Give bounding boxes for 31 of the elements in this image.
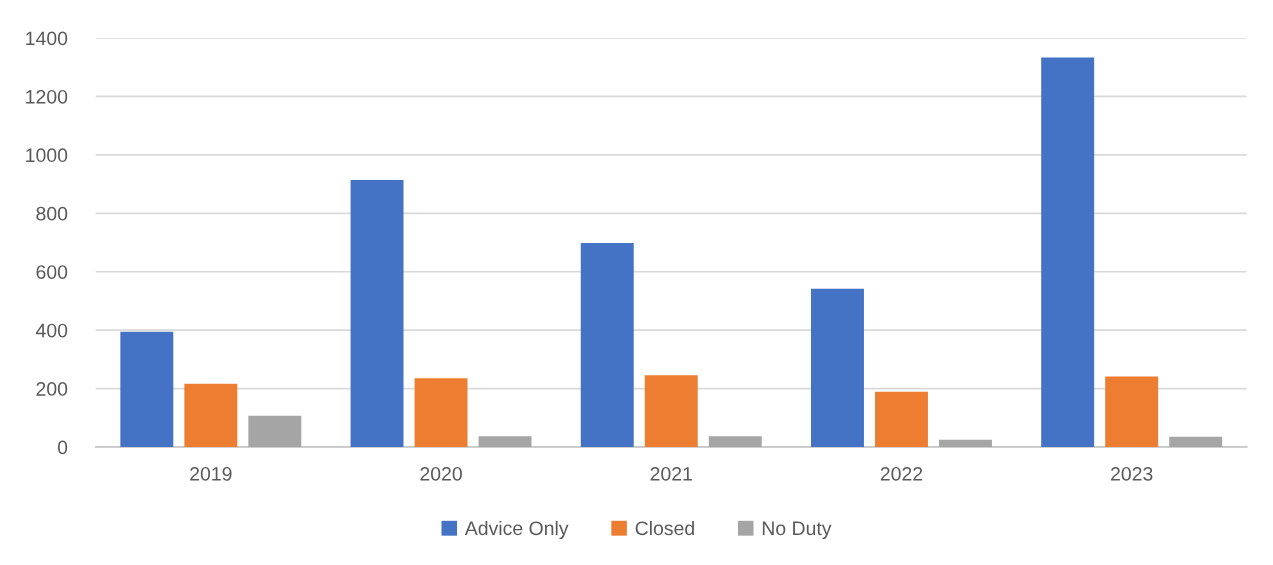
y-tick-label: 1000 bbox=[26, 148, 68, 163]
bar bbox=[248, 415, 302, 448]
bar bbox=[644, 375, 698, 448]
bar bbox=[1105, 376, 1159, 448]
y-tick-label: 1200 bbox=[26, 89, 68, 104]
bar bbox=[120, 331, 174, 448]
bar bbox=[874, 391, 928, 448]
x-tick-label: 2019 bbox=[190, 466, 232, 481]
y-tick-label: 600 bbox=[36, 265, 68, 279]
x-tick-label: 2021 bbox=[650, 466, 692, 481]
bar bbox=[1169, 436, 1223, 448]
bar bbox=[414, 378, 468, 448]
bar bbox=[1041, 57, 1095, 448]
y-tick-label: 800 bbox=[36, 206, 68, 221]
bar bbox=[350, 180, 404, 448]
x-tick-label: 2022 bbox=[880, 466, 923, 481]
bar bbox=[580, 243, 634, 448]
legend-label: No Duty bbox=[762, 521, 832, 540]
bar bbox=[810, 288, 864, 448]
legend-label: Advice Only bbox=[464, 520, 569, 540]
bar bbox=[478, 436, 532, 448]
bar bbox=[708, 436, 762, 448]
legend-label: Closed bbox=[635, 520, 694, 536]
bar bbox=[938, 439, 992, 448]
y-tick-label: 200 bbox=[36, 382, 68, 396]
y-tick-label: 400 bbox=[35, 323, 68, 338]
y-tick-label: 1400 bbox=[26, 31, 68, 46]
x-tick-label: 2023 bbox=[1111, 466, 1153, 481]
y-tick-label: 0 bbox=[57, 440, 68, 455]
x-tick-label: 2020 bbox=[420, 466, 462, 481]
bar bbox=[184, 383, 238, 448]
